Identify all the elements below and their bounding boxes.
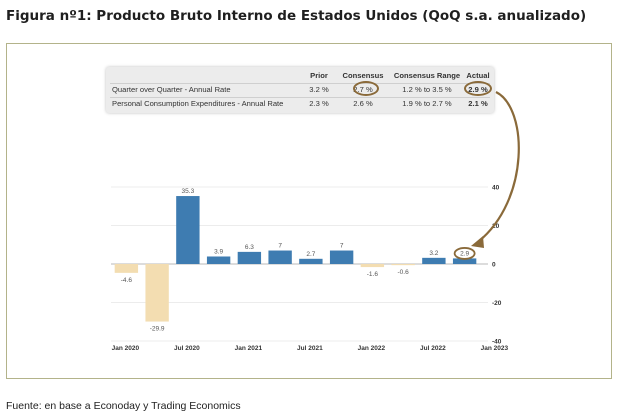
y-tick-label: 40 bbox=[492, 184, 500, 191]
bar-value-label: 2.9 bbox=[460, 250, 469, 257]
annotation-arrowhead bbox=[471, 236, 484, 248]
bar bbox=[452, 258, 477, 264]
bar bbox=[329, 250, 354, 264]
row-prior: 2.3 % bbox=[309, 99, 329, 108]
bar bbox=[176, 196, 200, 264]
y-tick-label: 20 bbox=[492, 223, 500, 230]
bar bbox=[360, 264, 385, 268]
table-row: Quarter over Quarter - Annual Rate 3.2 %… bbox=[106, 84, 494, 98]
bar bbox=[145, 264, 169, 322]
labels-layer: -4.6 -29.9 35.3 3.9 6.3 7 2.7 7 -1.6 -0.6 3.2 2.9 bbox=[121, 188, 476, 333]
x-tick-label: Jul 2021 bbox=[297, 345, 323, 352]
table-row: Personal Consumption Expenditures - Annu… bbox=[106, 98, 494, 110]
header-consensus: Consensus bbox=[342, 71, 384, 80]
table-header-row: Prior Consensus Consensus Range Actual bbox=[106, 70, 494, 84]
header-prior: Prior bbox=[310, 71, 328, 80]
actual-highlight-circle bbox=[464, 81, 492, 96]
bar-value-label: 3.9 bbox=[214, 248, 223, 255]
y-tick-label: -20 bbox=[492, 300, 502, 307]
bar bbox=[237, 251, 262, 264]
figure-title: Figura nº1: Producto Bruto Interno de Es… bbox=[6, 8, 587, 24]
header-actual: Actual bbox=[466, 71, 490, 80]
row-range: 1.9 % to 2.7 % bbox=[402, 99, 452, 108]
x-tick-label: Jan 2023 bbox=[481, 345, 509, 352]
x-tick-label: Jul 2020 bbox=[174, 345, 200, 352]
bar bbox=[422, 257, 446, 264]
bars-layer bbox=[114, 196, 477, 322]
bar-value-label: -1.6 bbox=[367, 271, 379, 278]
bar bbox=[268, 250, 292, 264]
bar bbox=[114, 264, 139, 273]
row-consensus: 2.6 % bbox=[353, 99, 373, 108]
x-tick-label: Jul 2022 bbox=[420, 345, 446, 352]
bar-value-label: 7 bbox=[278, 243, 282, 250]
x-tick-label: Jan 2020 bbox=[112, 345, 140, 352]
annotation-arrow bbox=[477, 91, 520, 243]
bar-value-label: -4.6 bbox=[121, 277, 133, 284]
row-prior: 3.2 % bbox=[309, 85, 329, 94]
y-tick-label: 0 bbox=[492, 261, 496, 268]
bar-value-label: 6.3 bbox=[245, 244, 254, 251]
x-tick-label: Jan 2021 bbox=[235, 345, 263, 352]
row-label: Personal Consumption Expenditures - Annu… bbox=[112, 99, 284, 108]
table-separator bbox=[110, 97, 490, 98]
consensus-highlight-circle bbox=[353, 81, 379, 96]
y-tick-label: -40 bbox=[492, 338, 502, 345]
bar-value-label: 3.2 bbox=[429, 250, 438, 257]
bar bbox=[206, 256, 231, 264]
bar bbox=[299, 258, 323, 264]
bar-value-label: 2.7 bbox=[306, 251, 315, 258]
bar bbox=[391, 264, 415, 266]
bar-value-label: -0.6 bbox=[398, 269, 410, 276]
highlight-circle bbox=[453, 247, 476, 260]
source-note: Fuente: en base a Econoday y Trading Eco… bbox=[6, 400, 241, 412]
bar-value-label: 7 bbox=[340, 243, 344, 250]
ticks-layer: 40 20 0 -20 -40 Jan 2020 Jul 2020 Jan 2021 Jul 2… bbox=[112, 184, 509, 352]
row-actual: 2.1 % bbox=[468, 99, 488, 108]
row-range: 1.2 % to 3.5 % bbox=[402, 85, 452, 94]
table-separator bbox=[110, 83, 490, 84]
header-consensus-range: Consensus Range bbox=[393, 71, 461, 80]
x-tick-label: Jan 2022 bbox=[358, 345, 386, 352]
release-data-table: Prior Consensus Consensus Range Actual Q… bbox=[106, 67, 494, 113]
row-label: Quarter over Quarter - Annual Rate bbox=[112, 85, 231, 94]
bar-value-label: 35.3 bbox=[182, 188, 195, 195]
bar-value-label: -29.9 bbox=[150, 326, 165, 333]
